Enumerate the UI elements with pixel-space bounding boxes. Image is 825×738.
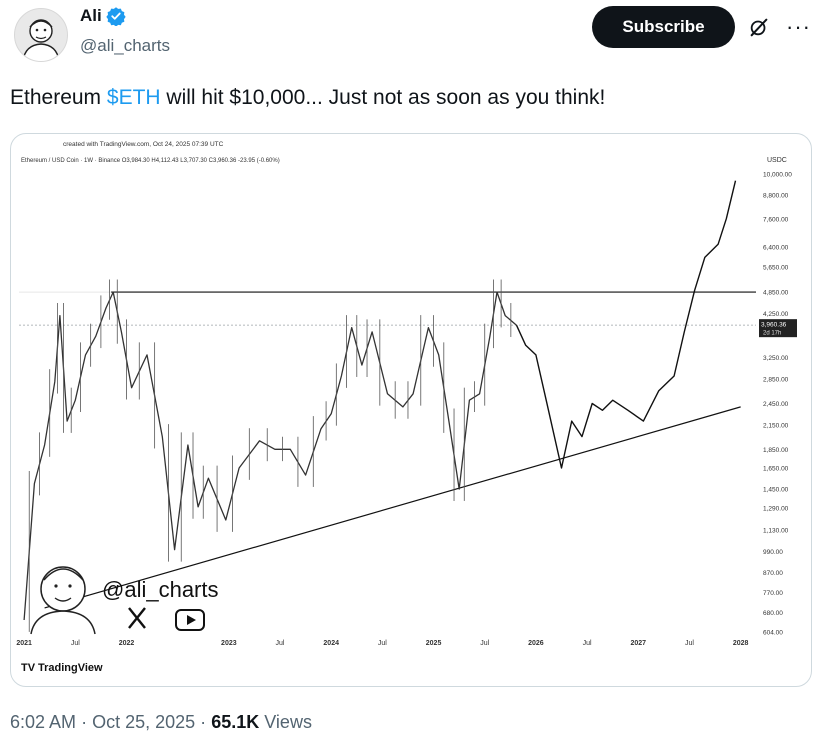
y-tick-label: 4,250.00 xyxy=(763,311,789,318)
y-tick-label: 2,850.00 xyxy=(763,376,789,383)
x-tick-label: Jul xyxy=(480,640,489,647)
current-price-badge: 3,960.36 2d 17h xyxy=(759,319,797,338)
countdown-label: 2d 17h xyxy=(763,331,781,337)
author-avatar[interactable] xyxy=(14,8,68,62)
subscribe-button[interactable]: Subscribe xyxy=(592,6,735,48)
y-tick-label: 1,290.00 xyxy=(763,506,789,513)
separator-dot: · xyxy=(81,712,88,732)
chart-image-card[interactable]: created with TradingView.com, Oct 24, 20… xyxy=(10,133,812,687)
x-tick-label: 2026 xyxy=(528,640,544,647)
x-tick-label: 2024 xyxy=(323,640,339,647)
y-tick-label: 7,600.00 xyxy=(763,216,789,223)
y-tick-label: 8,800.00 xyxy=(763,192,789,199)
views-label: Views xyxy=(264,712,312,732)
tweet-text: Ethereum $ETH will hit $10,000... Just n… xyxy=(10,86,605,110)
verified-badge-icon xyxy=(106,7,126,26)
y-tick-label: 2,450.00 xyxy=(763,401,789,408)
author-name[interactable]: Ali xyxy=(80,6,126,26)
author-handle[interactable]: @ali_charts xyxy=(80,36,171,55)
chart-symbol-line: Ethereum / USD Coin · 1W · Binance O3,98… xyxy=(21,158,280,164)
price-badge-box xyxy=(759,319,797,338)
tradingview-logo-icon: TV xyxy=(21,662,36,674)
y-tick-label: 10,000.00 xyxy=(763,172,792,179)
tweet-time[interactable]: 6:02 AM xyxy=(10,712,77,732)
x-tick-label: Jul xyxy=(583,640,592,647)
views-count: 65.1K xyxy=(211,712,260,732)
x-tick-label: Jul xyxy=(685,640,694,647)
y-tick-label: 5,650.00 xyxy=(763,265,789,272)
x-tick-label: Jul xyxy=(71,640,80,647)
y-tick-label: 604.00 xyxy=(763,630,783,637)
tweet-text-before: Ethereum xyxy=(10,86,107,109)
tweet-date[interactable]: Oct 25, 2025 xyxy=(92,712,196,732)
y-tick-label: 680.00 xyxy=(763,610,783,617)
x-tick-label: 2028 xyxy=(733,640,749,647)
price-chart: created with TradingView.com, Oct 24, 20… xyxy=(16,141,797,674)
y-tick-label: 2,150.00 xyxy=(763,422,789,429)
y-tick-label: 990.00 xyxy=(763,549,783,556)
watermark: @ali_charts xyxy=(30,566,219,635)
author-name-text: Ali xyxy=(80,6,102,25)
support-trendline xyxy=(44,406,741,609)
play-icon xyxy=(175,609,205,631)
y-tick-label: 770.00 xyxy=(763,590,783,597)
y-tick-label: 4,850.00 xyxy=(763,290,789,297)
x-tick-label: 2025 xyxy=(426,640,442,647)
watermark-avatar-icon xyxy=(30,566,96,635)
y-tick-label: 1,850.00 xyxy=(763,447,789,454)
tweet-timestamp: 6:02 AM · Oct 25, 2025 · 65.1K Views xyxy=(10,712,312,733)
grok-icon[interactable] xyxy=(748,16,770,38)
chart-currency: USDC xyxy=(767,157,787,164)
x-logo-icon xyxy=(128,607,146,629)
y-axis-ticks: 10,000.00 8,800.00 7,600.00 6,400.00 5,650.0… xyxy=(763,172,792,637)
tradingview-label: TradingView xyxy=(38,662,103,674)
x-tick-label: 2021 xyxy=(16,640,32,647)
y-tick-label: 870.00 xyxy=(763,570,783,577)
y-tick-label: 1,130.00 xyxy=(763,527,789,534)
chart-grid xyxy=(19,291,756,326)
y-tick-label: 3,250.00 xyxy=(763,355,789,362)
y-tick-label: 1,650.00 xyxy=(763,466,789,473)
x-tick-label: 2023 xyxy=(221,640,237,647)
x-axis-ticks: 2021 Jul 2022 2023 Jul 2024 Jul 2025 Jul 2026 Jul 2… xyxy=(16,640,748,647)
projection-series xyxy=(515,180,737,469)
chart-lines xyxy=(23,180,756,632)
watermark-handle: @ali_charts xyxy=(102,577,219,602)
x-tick-label: 2027 xyxy=(630,640,646,647)
y-tick-label: 1,450.00 xyxy=(763,487,789,494)
separator-dot: · xyxy=(200,712,207,732)
more-icon[interactable]: ··· xyxy=(786,14,811,39)
current-price-label: 3,960.36 xyxy=(761,322,787,329)
chart-caption: created with TradingView.com, Oct 24, 20… xyxy=(63,141,224,148)
y-tick-label: 6,400.00 xyxy=(763,244,789,251)
tradingview-branding: TV TradingView xyxy=(21,662,103,674)
avatar-sketch-icon xyxy=(22,19,60,61)
cashtag-link[interactable]: $ETH xyxy=(106,86,161,109)
x-tick-label: 2022 xyxy=(119,640,135,647)
x-tick-label: Jul xyxy=(276,640,285,647)
historical-price-series xyxy=(23,291,517,621)
tweet-text-after: will hit $10,000... Just not as soon as … xyxy=(160,86,606,109)
x-tick-label: Jul xyxy=(378,640,387,647)
